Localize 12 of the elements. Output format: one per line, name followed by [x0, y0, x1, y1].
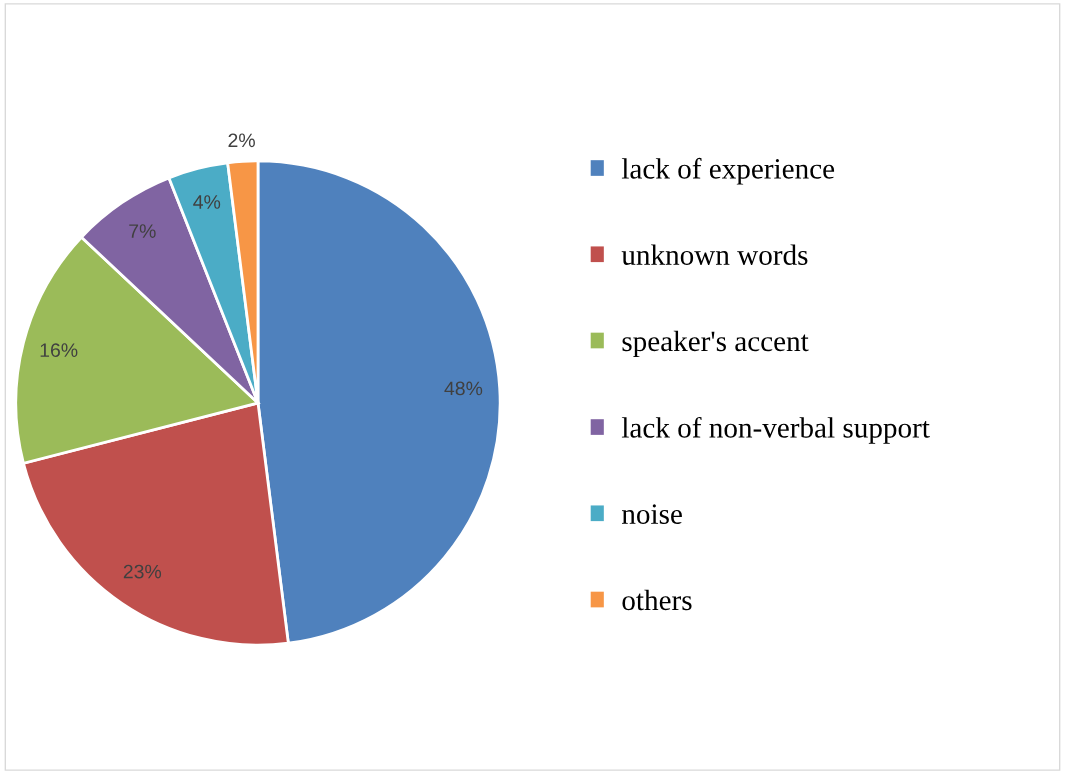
data-label: 4% — [193, 195, 221, 209]
legend-label: others — [622, 589, 692, 611]
legend-label: speaker's accent — [622, 330, 809, 358]
legend-label: lack of experience — [621, 157, 835, 185]
legend-label: lack of non-verbal support — [621, 416, 930, 444]
data-label: 16% — [40, 343, 78, 358]
data-label: 7% — [129, 224, 156, 238]
legend-label: unknown words — [621, 244, 808, 265]
data-label: 2% — [228, 133, 255, 148]
legend-label: noise — [621, 504, 682, 524]
data-label: 23% — [123, 564, 162, 579]
data-label: 48% — [444, 381, 483, 396]
